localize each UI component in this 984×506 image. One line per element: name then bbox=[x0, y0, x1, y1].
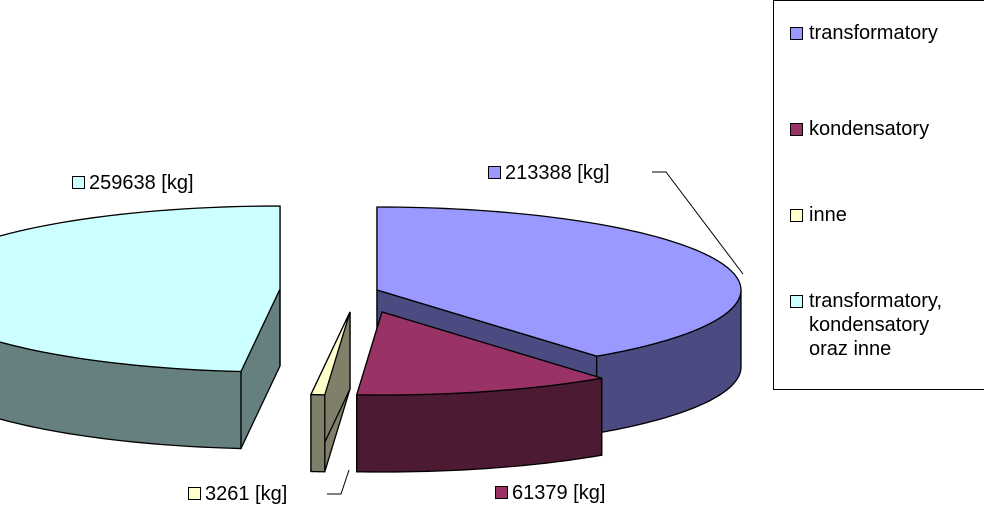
data-label-kondensatory: 61379 [kg] bbox=[495, 481, 605, 505]
data-label-text: 61379 [kg] bbox=[512, 482, 606, 504]
data-label-swatch bbox=[488, 166, 501, 179]
pie-slice-2 bbox=[309, 311, 351, 473]
pie-slice-1 bbox=[355, 311, 603, 473]
data-label-text: 3261 [kg] bbox=[205, 483, 288, 505]
slice-top bbox=[309, 311, 351, 396]
legend-label: inne bbox=[809, 204, 847, 226]
leader-line-inne bbox=[327, 469, 350, 495]
legend-swatch bbox=[790, 123, 803, 136]
leader-line-transformatory bbox=[652, 171, 744, 275]
legend-label: kondensatory bbox=[809, 118, 930, 140]
data-label-text: 259638 [kg] bbox=[89, 172, 194, 194]
legend-swatch bbox=[790, 295, 803, 308]
legend-item-inne: inne bbox=[790, 203, 984, 227]
data-label-text: 213388 [kg] bbox=[505, 162, 610, 184]
slice-outer-wall bbox=[310, 393, 326, 473]
legend-label: transformatory bbox=[809, 22, 938, 44]
legend-swatch bbox=[790, 209, 803, 222]
data-label-swatch bbox=[495, 486, 508, 499]
legend-label: transformatory, kondensatory oraz inne bbox=[809, 290, 942, 360]
pie-slice-3 bbox=[0, 205, 281, 450]
data-label-swatch bbox=[72, 176, 85, 189]
data-label-transformatory: 213388 [kg] bbox=[488, 161, 610, 185]
legend-swatch bbox=[790, 27, 803, 40]
legend: transformatory kondensatory inne transfo… bbox=[773, 0, 984, 390]
data-label-combined: 259638 [kg] bbox=[72, 171, 194, 195]
slice-top bbox=[355, 311, 602, 396]
legend-item-kondensatory: kondensatory bbox=[790, 117, 984, 141]
data-label-swatch bbox=[188, 487, 201, 500]
slice-top bbox=[376, 206, 742, 357]
data-label-inne: 3261 [kg] bbox=[188, 482, 287, 506]
slice-top bbox=[0, 205, 281, 373]
legend-item-transformatory: transformatory bbox=[790, 21, 984, 45]
legend-item-combined: transformatory, kondensatory oraz inne bbox=[790, 289, 969, 361]
